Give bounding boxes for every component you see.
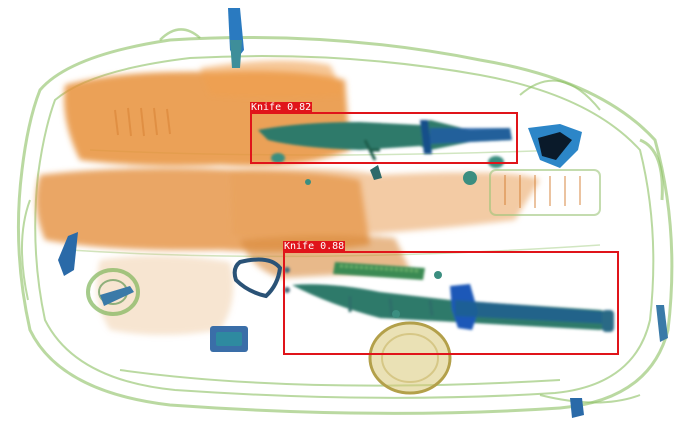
- detection-label-knife: Knife 0.82: [250, 102, 313, 113]
- detection-label-knife: Knife 0.88: [283, 241, 346, 252]
- texture: [114, 107, 601, 216]
- buckle: [232, 257, 283, 299]
- detection-boxes: [250, 112, 619, 355]
- bag-outline: [16, 28, 674, 415]
- knife-upper: [258, 120, 512, 168]
- round-container: [368, 321, 452, 395]
- detection-box-knife: [283, 251, 619, 355]
- metal-items: [58, 8, 668, 418]
- knife-lower: [284, 262, 614, 332]
- detection-box-knife: [250, 112, 518, 164]
